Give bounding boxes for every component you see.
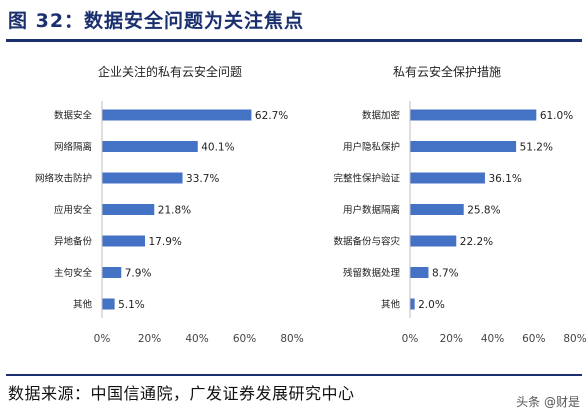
bar <box>410 204 464 215</box>
tick-label: 0% <box>94 333 111 345</box>
value-label: 51.2% <box>520 142 553 154</box>
footer-divider <box>6 374 582 376</box>
tick-label: 80% <box>280 333 303 345</box>
tick-label: 80% <box>563 333 586 345</box>
bar <box>102 204 155 215</box>
bar <box>410 235 457 247</box>
value-label: 17.9% <box>149 236 182 248</box>
value-label: 61.0% <box>540 110 573 122</box>
category-label: 网络隔离 <box>54 141 92 153</box>
figure-header: 图 32：数据安全问题为关注焦点 <box>0 0 588 40</box>
category-label: 完整性保护验证 <box>333 173 400 185</box>
value-label: 21.8% <box>158 205 191 217</box>
category-label: 残留数据处理 <box>343 267 401 279</box>
tick-label: 60% <box>522 333 545 345</box>
bar <box>102 141 198 152</box>
value-label: 2.0% <box>418 299 445 311</box>
category-label: 网络攻击防护 <box>35 173 92 185</box>
value-label: 7.9% <box>125 268 152 280</box>
bar <box>410 267 429 278</box>
source-note: 数据来源：中国信通院，广发证券发展研究中心 <box>8 384 355 403</box>
chart-title: 私有云安全保护措施 <box>393 64 501 79</box>
category-label: 用户数据隔离 <box>343 204 400 216</box>
tick-label: 20% <box>138 333 161 345</box>
title-divider <box>6 39 582 42</box>
tick-label: 20% <box>440 333 463 345</box>
category-label: 数据加密 <box>362 110 401 122</box>
bar <box>410 298 415 310</box>
category-label: 数据备份与容灾 <box>333 236 400 248</box>
tick-label: 40% <box>481 333 504 345</box>
tick-label: 60% <box>233 333 256 345</box>
bar <box>102 172 183 184</box>
category-label: 主句安全 <box>54 267 93 279</box>
bar <box>410 109 537 121</box>
bar <box>102 109 252 121</box>
value-label: 5.1% <box>118 299 145 311</box>
tick-label: 0% <box>402 333 419 345</box>
category-label: 其他 <box>73 299 93 311</box>
tick-label: 40% <box>185 333 208 345</box>
category-label: 数据安全 <box>54 110 93 122</box>
bar <box>410 141 517 152</box>
category-label: 应用安全 <box>54 204 93 216</box>
value-label: 36.1% <box>488 173 521 185</box>
watermark: 头条 @财是 <box>516 395 580 409</box>
bar <box>102 267 122 278</box>
bar <box>102 235 146 247</box>
chart-title: 企业关注的私有云安全问题 <box>98 64 242 79</box>
value-label: 25.8% <box>467 205 500 217</box>
value-label: 8.7% <box>432 268 459 280</box>
bar <box>410 172 485 184</box>
category-label: 用户隐私保护 <box>343 141 400 153</box>
bar <box>102 298 115 310</box>
value-label: 62.7% <box>255 110 288 122</box>
category-label: 异地备份 <box>54 236 93 248</box>
figure-title: 图 32：数据安全问题为关注焦点 <box>8 10 305 32</box>
value-label: 40.1% <box>201 142 234 154</box>
category-label: 其他 <box>381 299 401 311</box>
value-label: 33.7% <box>186 173 219 185</box>
value-label: 22.2% <box>460 236 493 248</box>
